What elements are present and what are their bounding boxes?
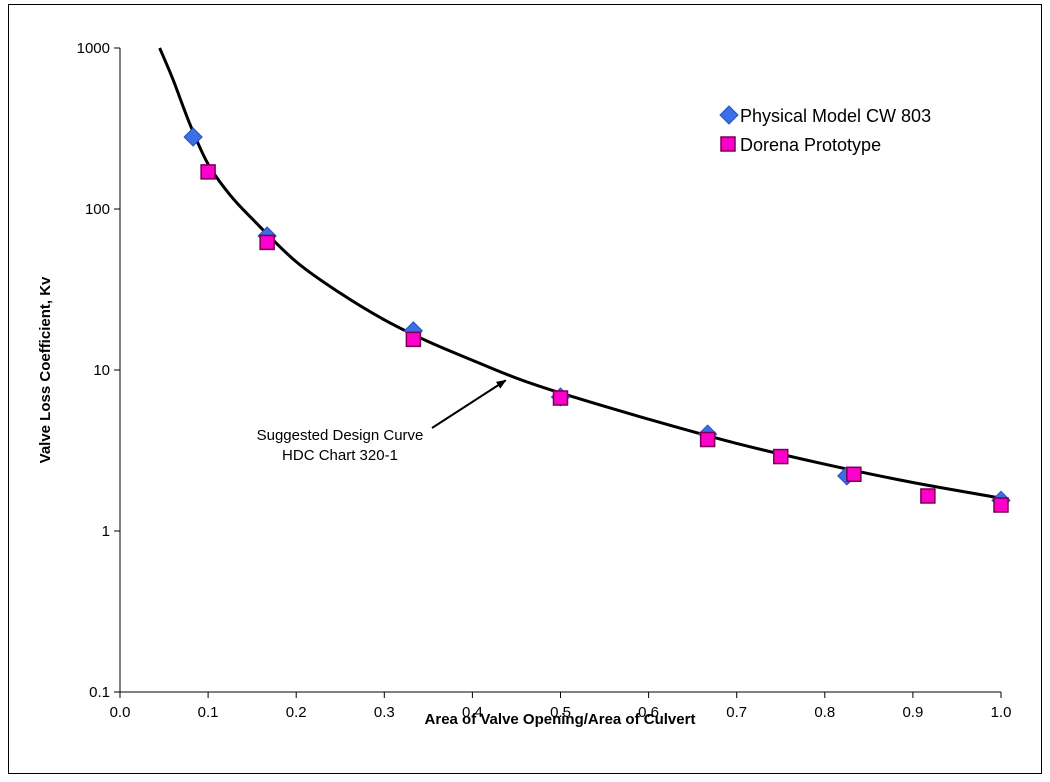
series-markers — [183, 127, 1011, 513]
x-axis-ticks: 0.0 0.1 0.2 0.3 0.4 0.5 0.6 0.7 0.8 0.9 1.0 — [110, 692, 1012, 721]
legend-label-physical-model: Physical Model CW 803 — [740, 106, 931, 126]
x-tick-label: 0.9 — [902, 704, 923, 721]
x-tick-label: 0.8 — [814, 704, 835, 721]
dorena-prototype-point — [993, 497, 1009, 513]
dorena-prototype-point — [405, 331, 422, 348]
x-tick-label: 0.0 — [110, 704, 131, 721]
y-tick-label: 0.1 — [89, 684, 110, 701]
x-tick-label: 0.6 — [638, 704, 659, 721]
dorena-prototype-point — [259, 234, 275, 251]
legend: Physical Model CW 803 Dorena Prototype — [719, 105, 931, 155]
legend-marker-physical-model — [719, 105, 739, 125]
chart-frame — [8, 4, 1042, 774]
dorena-prototype-point — [552, 390, 569, 406]
y-axis-ticks: 0.1 1 10 100 1000 — [77, 40, 120, 701]
y-tick-label: 100 — [85, 201, 110, 218]
physical-model-point — [183, 127, 203, 147]
y-tick-label: 10 — [93, 362, 110, 379]
x-tick-label: 0.3 — [374, 704, 395, 721]
x-tick-label: 0.7 — [726, 704, 747, 721]
dorena-prototype-point — [200, 164, 216, 180]
dorena-prototype-point — [699, 431, 716, 448]
x-tick-label: 0.2 — [286, 704, 307, 721]
x-tick-label: 0.4 — [462, 704, 483, 721]
dorena-prototype-point — [773, 448, 789, 465]
legend-marker-dorena — [720, 136, 736, 152]
annotation-line-2: HDC Chart 320-1 — [282, 447, 398, 464]
annotation-arrow — [431, 379, 507, 429]
curve-annotation: Suggested Design Curve HDC Chart 320-1 — [257, 379, 507, 464]
dorena-prototype-point — [846, 466, 862, 483]
x-tick-label: 0.1 — [198, 704, 219, 721]
annotation-line-1: Suggested Design Curve — [257, 427, 424, 444]
dorena-prototype-point — [920, 488, 936, 504]
x-tick-label: 0.5 — [550, 704, 571, 721]
x-axis-title: Area of Valve Opening/Area of Culvert — [425, 711, 696, 728]
legend-label-dorena: Dorena Prototype — [740, 135, 881, 155]
y-tick-label: 1 — [102, 523, 110, 540]
y-tick-label: 1000 — [77, 40, 110, 57]
y-axis-title: Valve Loss Coefficient, Kv — [37, 276, 54, 463]
x-tick-label: 1.0 — [991, 704, 1012, 721]
